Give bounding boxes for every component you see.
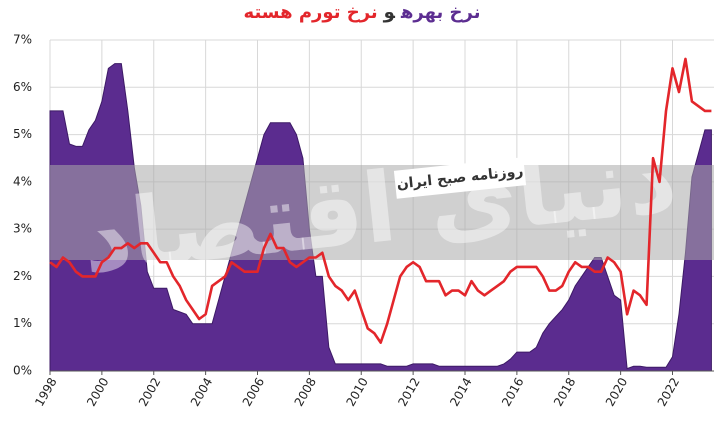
watermark-band — [50, 165, 714, 260]
x-tick-label: 2018 — [551, 375, 578, 408]
x-tick-label: 2014 — [447, 375, 474, 408]
x-tick-label: 2020 — [603, 375, 630, 408]
title-part: نرخ تورم هسته — [243, 2, 378, 23]
y-tick-label: 1% — [13, 316, 32, 330]
y-tick-label: 7% — [13, 33, 32, 47]
y-tick-label: 3% — [13, 222, 32, 236]
x-tick-label: 2002 — [136, 375, 163, 408]
title-part: نرخ بهره — [400, 2, 481, 23]
chart-title: نرخ بهرهونرخ تورم هسته — [0, 2, 724, 23]
x-tick-label: 1998 — [32, 375, 59, 408]
area — [49, 63, 712, 372]
x-tick-label: 2010 — [343, 375, 370, 408]
line — [49, 57, 712, 344]
y-tick-label: 4% — [13, 174, 32, 188]
x-tick-label: 2022 — [655, 375, 682, 408]
x-tick-label: 2006 — [240, 375, 267, 408]
x-tick-label: 2008 — [292, 375, 319, 408]
y-tick-label: 0% — [13, 364, 32, 378]
x-tick-label: 2012 — [395, 375, 422, 408]
x-tick-label: 2016 — [499, 375, 526, 408]
x-tick-label: 2000 — [84, 375, 111, 408]
y-tick-label: 5% — [13, 127, 32, 141]
x-tick-label: 2004 — [188, 375, 215, 408]
y-tick-label: 6% — [13, 80, 32, 94]
watermark: روزنامه صبح ایران — [393, 157, 527, 199]
y-tick-label: 2% — [13, 269, 32, 283]
watermark-box — [393, 157, 527, 199]
title-part: و — [383, 2, 395, 23]
